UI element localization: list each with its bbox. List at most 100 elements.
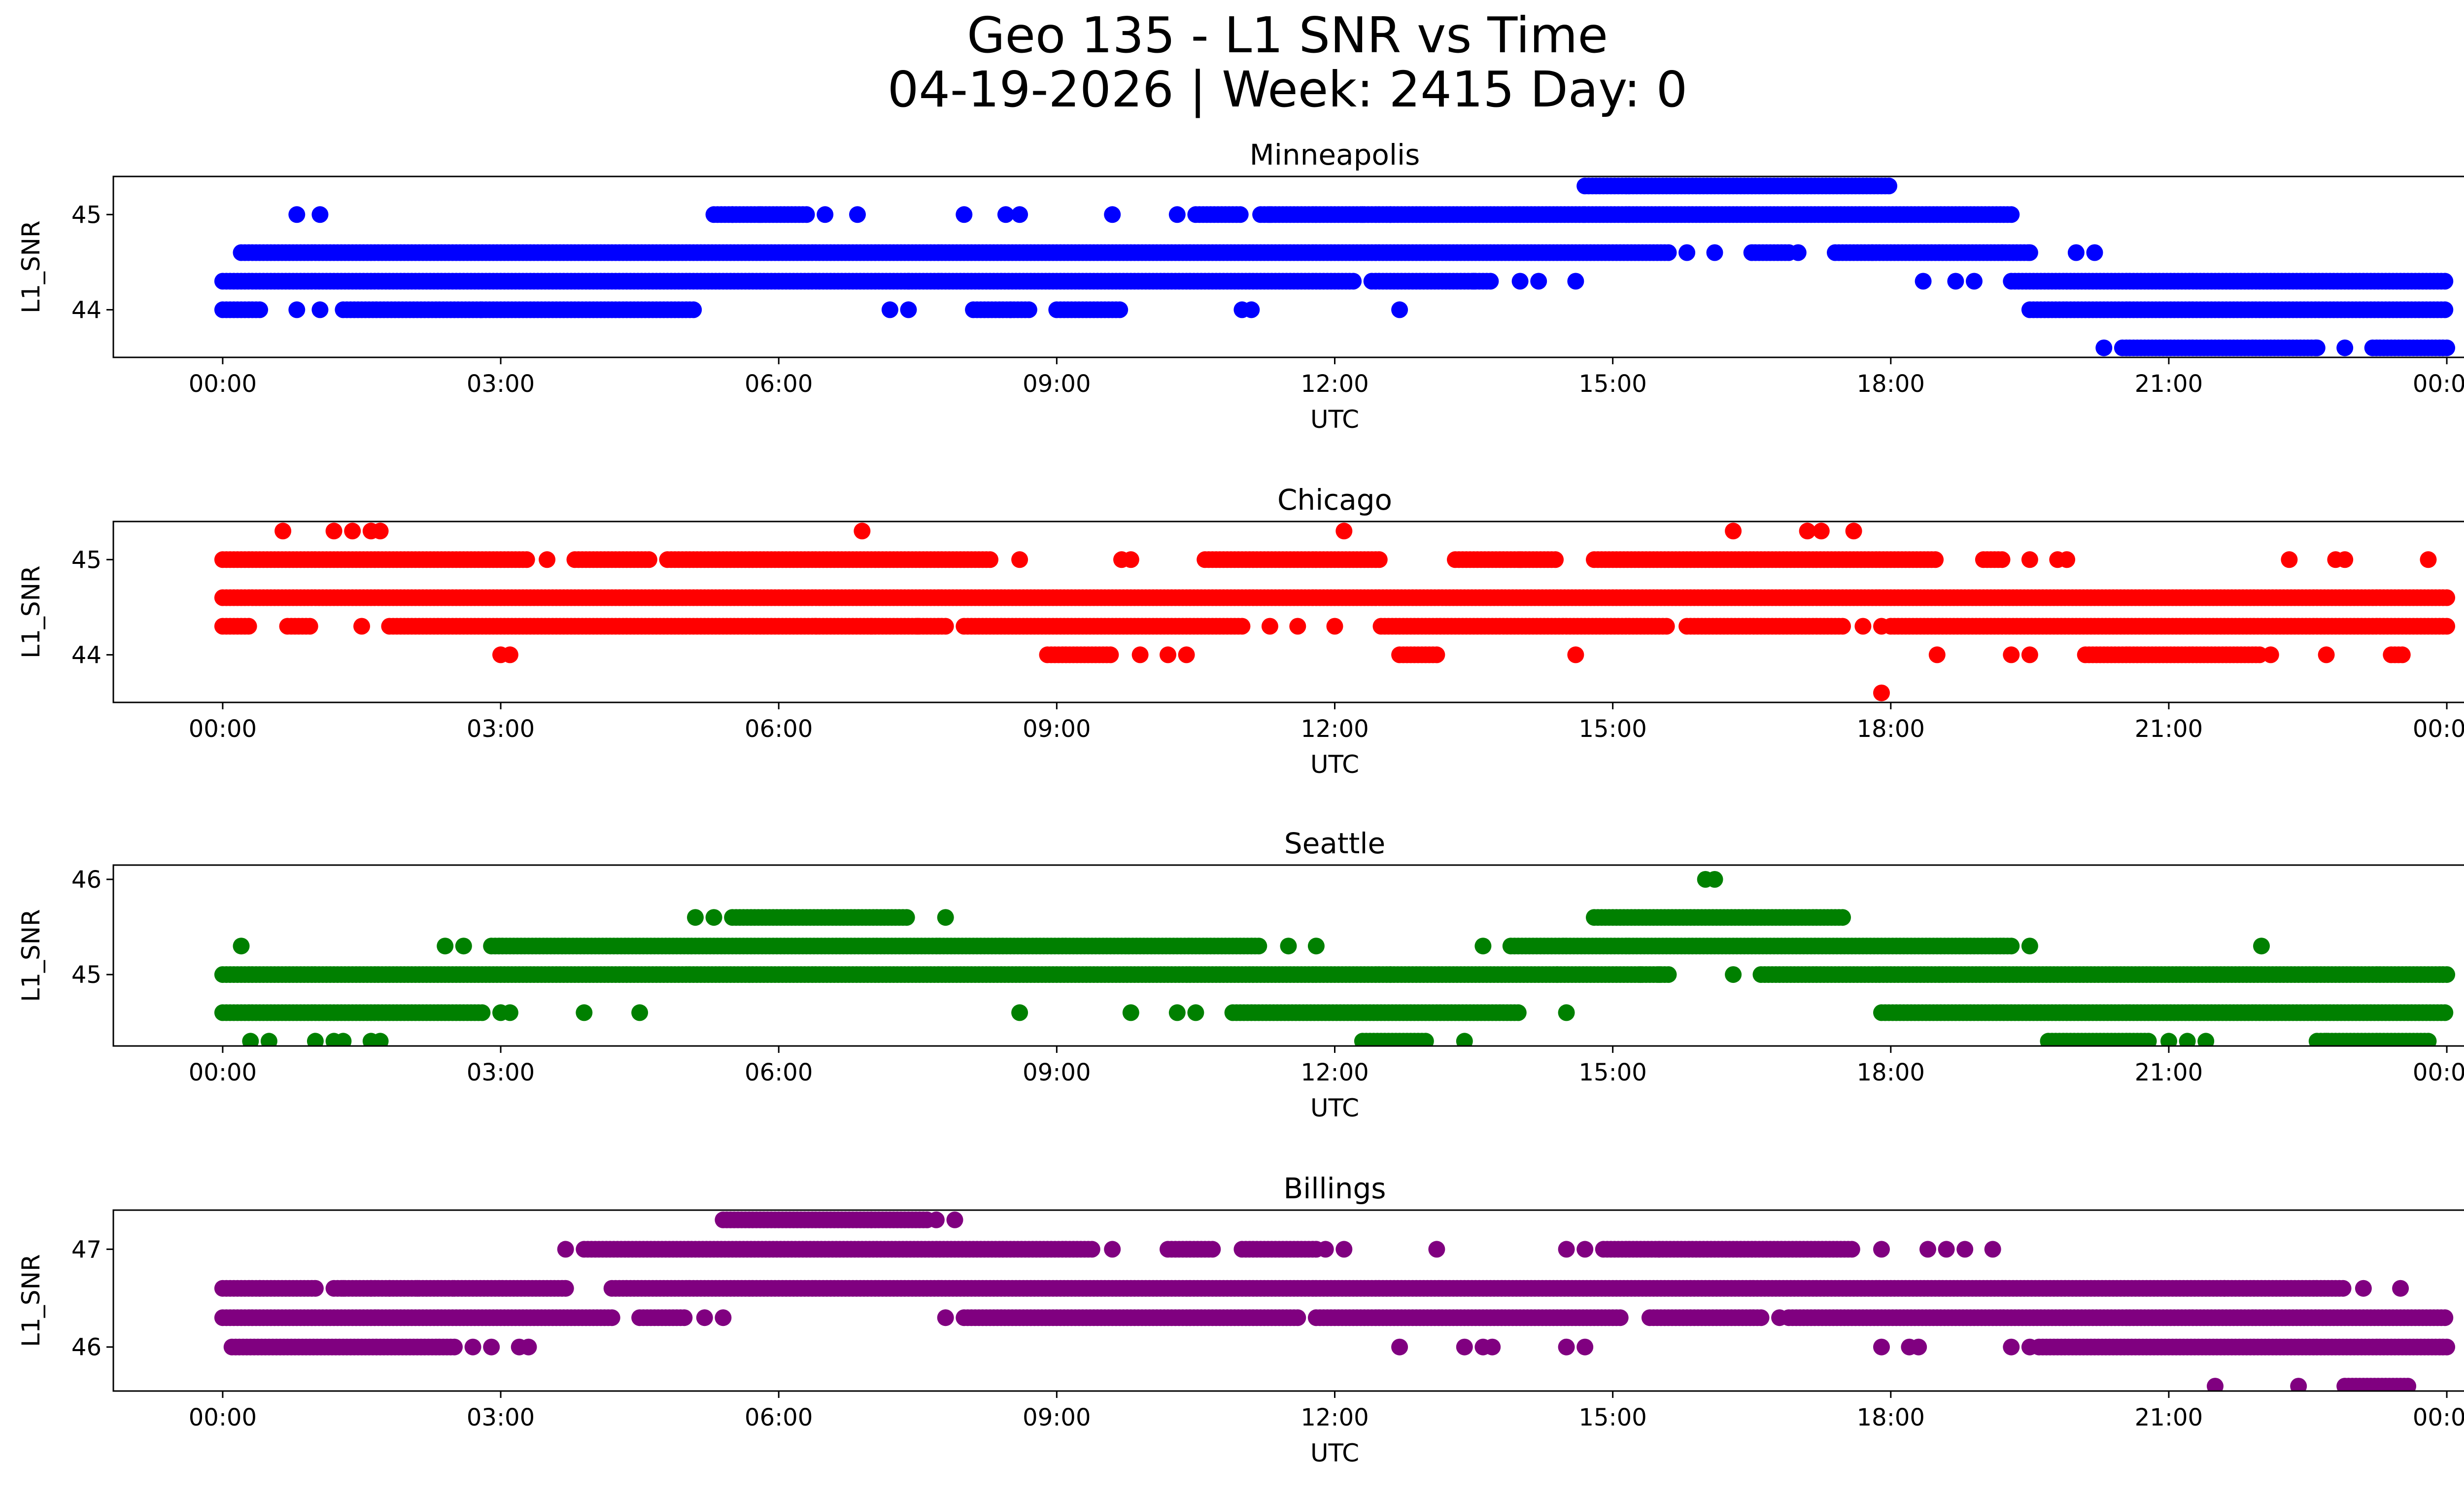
data-point <box>2253 938 2270 954</box>
data-point <box>2021 646 2038 663</box>
data-point <box>2438 966 2455 983</box>
data-point <box>1002 301 1019 318</box>
data-point <box>261 1033 277 1049</box>
data-point <box>1233 618 1250 635</box>
panel-title: Chicago <box>1277 483 1392 517</box>
data-point <box>1530 273 1547 290</box>
data-point <box>898 909 915 926</box>
data-point <box>2420 551 2437 568</box>
data-point <box>1567 646 1584 663</box>
data-point <box>1262 618 1278 635</box>
data-point <box>2436 1004 2453 1021</box>
data-point <box>1834 909 1851 926</box>
panel-title: Minneapolis <box>1250 138 1420 172</box>
data-point <box>233 938 250 954</box>
data-point <box>437 938 453 954</box>
y-tick-label: 46 <box>71 866 102 894</box>
data-point <box>2095 340 2112 356</box>
x-tick-label: 18:00 <box>1857 1059 1925 1086</box>
data-point <box>1725 966 1742 983</box>
data-point <box>1512 551 1529 568</box>
data-point <box>1391 301 1408 318</box>
data-points <box>214 871 2455 1049</box>
x-tick-label: 00:00 <box>2413 715 2464 743</box>
data-points <box>214 1212 2455 1394</box>
figure-subtitle: 04-19-2026 | Week: 2415 Day: 0 <box>0 65 2464 114</box>
data-point <box>1169 1004 1186 1021</box>
data-point <box>2021 244 2038 261</box>
data-point <box>817 206 833 223</box>
x-axis-label: UTC <box>1310 750 1359 779</box>
data-point <box>2021 551 2038 568</box>
x-tick-label: 12:00 <box>1300 1059 1369 1086</box>
x-tick-label: 18:00 <box>1857 370 1925 398</box>
data-point <box>1558 1004 1575 1021</box>
x-tick-label: 03:00 <box>467 370 535 398</box>
data-point <box>502 1004 518 1021</box>
data-point <box>1725 522 1742 539</box>
y-axis-label: L1_SNR <box>17 565 45 659</box>
x-tick-label: 09:00 <box>1023 370 1091 398</box>
data-point <box>1854 618 1871 635</box>
data-point <box>1021 301 1037 318</box>
data-point <box>372 1033 389 1049</box>
x-tick-label: 06:00 <box>745 370 813 398</box>
data-point <box>724 206 741 223</box>
data-point <box>1308 938 1325 954</box>
data-point <box>631 1004 648 1021</box>
axes-frame <box>113 522 2464 702</box>
data-point <box>1632 966 1649 983</box>
data-point <box>1327 618 1343 635</box>
data-point <box>240 618 257 635</box>
data-point <box>798 206 815 223</box>
data-point <box>1873 618 1890 635</box>
x-tick-label: 18:00 <box>1857 715 1925 743</box>
data-point <box>1232 206 1249 223</box>
data-point <box>1160 646 1176 663</box>
data-point <box>900 301 917 318</box>
data-point <box>1178 646 1195 663</box>
data-point <box>1466 273 1482 290</box>
data-point <box>909 618 926 635</box>
data-point <box>1102 646 1119 663</box>
x-tick-label: 21:00 <box>2135 370 2203 398</box>
data-point <box>455 938 472 954</box>
data-point <box>752 206 769 223</box>
data-point <box>1104 206 1121 223</box>
data-point <box>353 618 370 635</box>
data-point <box>1947 273 1964 290</box>
x-axis-label: UTC <box>1310 1094 1359 1122</box>
y-tick-label: 45 <box>71 546 102 574</box>
x-tick-label: 00:00 <box>189 370 257 398</box>
data-point <box>1915 273 1932 290</box>
data-point <box>1873 685 1890 701</box>
data-point <box>576 1004 592 1021</box>
data-point <box>1547 551 1564 568</box>
data-point <box>1994 551 2011 568</box>
data-point <box>1834 618 1851 635</box>
data-point <box>982 551 998 568</box>
data-point <box>2336 340 2353 356</box>
data-point <box>1482 273 1499 290</box>
data-point <box>344 522 361 539</box>
data-point <box>1846 522 1862 539</box>
data-point <box>1417 1033 1434 1049</box>
data-point <box>1084 1241 1100 1257</box>
data-point <box>474 1004 490 1021</box>
data-point <box>2420 1033 2437 1049</box>
data-point <box>2021 938 2038 954</box>
y-axis-label: L1_SNR <box>17 909 45 1002</box>
data-point <box>1250 938 1267 954</box>
data-point <box>326 522 342 539</box>
x-tick-label: 21:00 <box>2135 1059 2203 1086</box>
data-points <box>214 177 2455 356</box>
x-tick-label: 15:00 <box>1578 715 1646 743</box>
data-point <box>2436 273 2453 290</box>
x-tick-label: 00:00 <box>189 715 257 743</box>
x-tick-label: 03:00 <box>467 715 535 743</box>
data-point <box>1881 177 1897 194</box>
data-point <box>687 909 704 926</box>
